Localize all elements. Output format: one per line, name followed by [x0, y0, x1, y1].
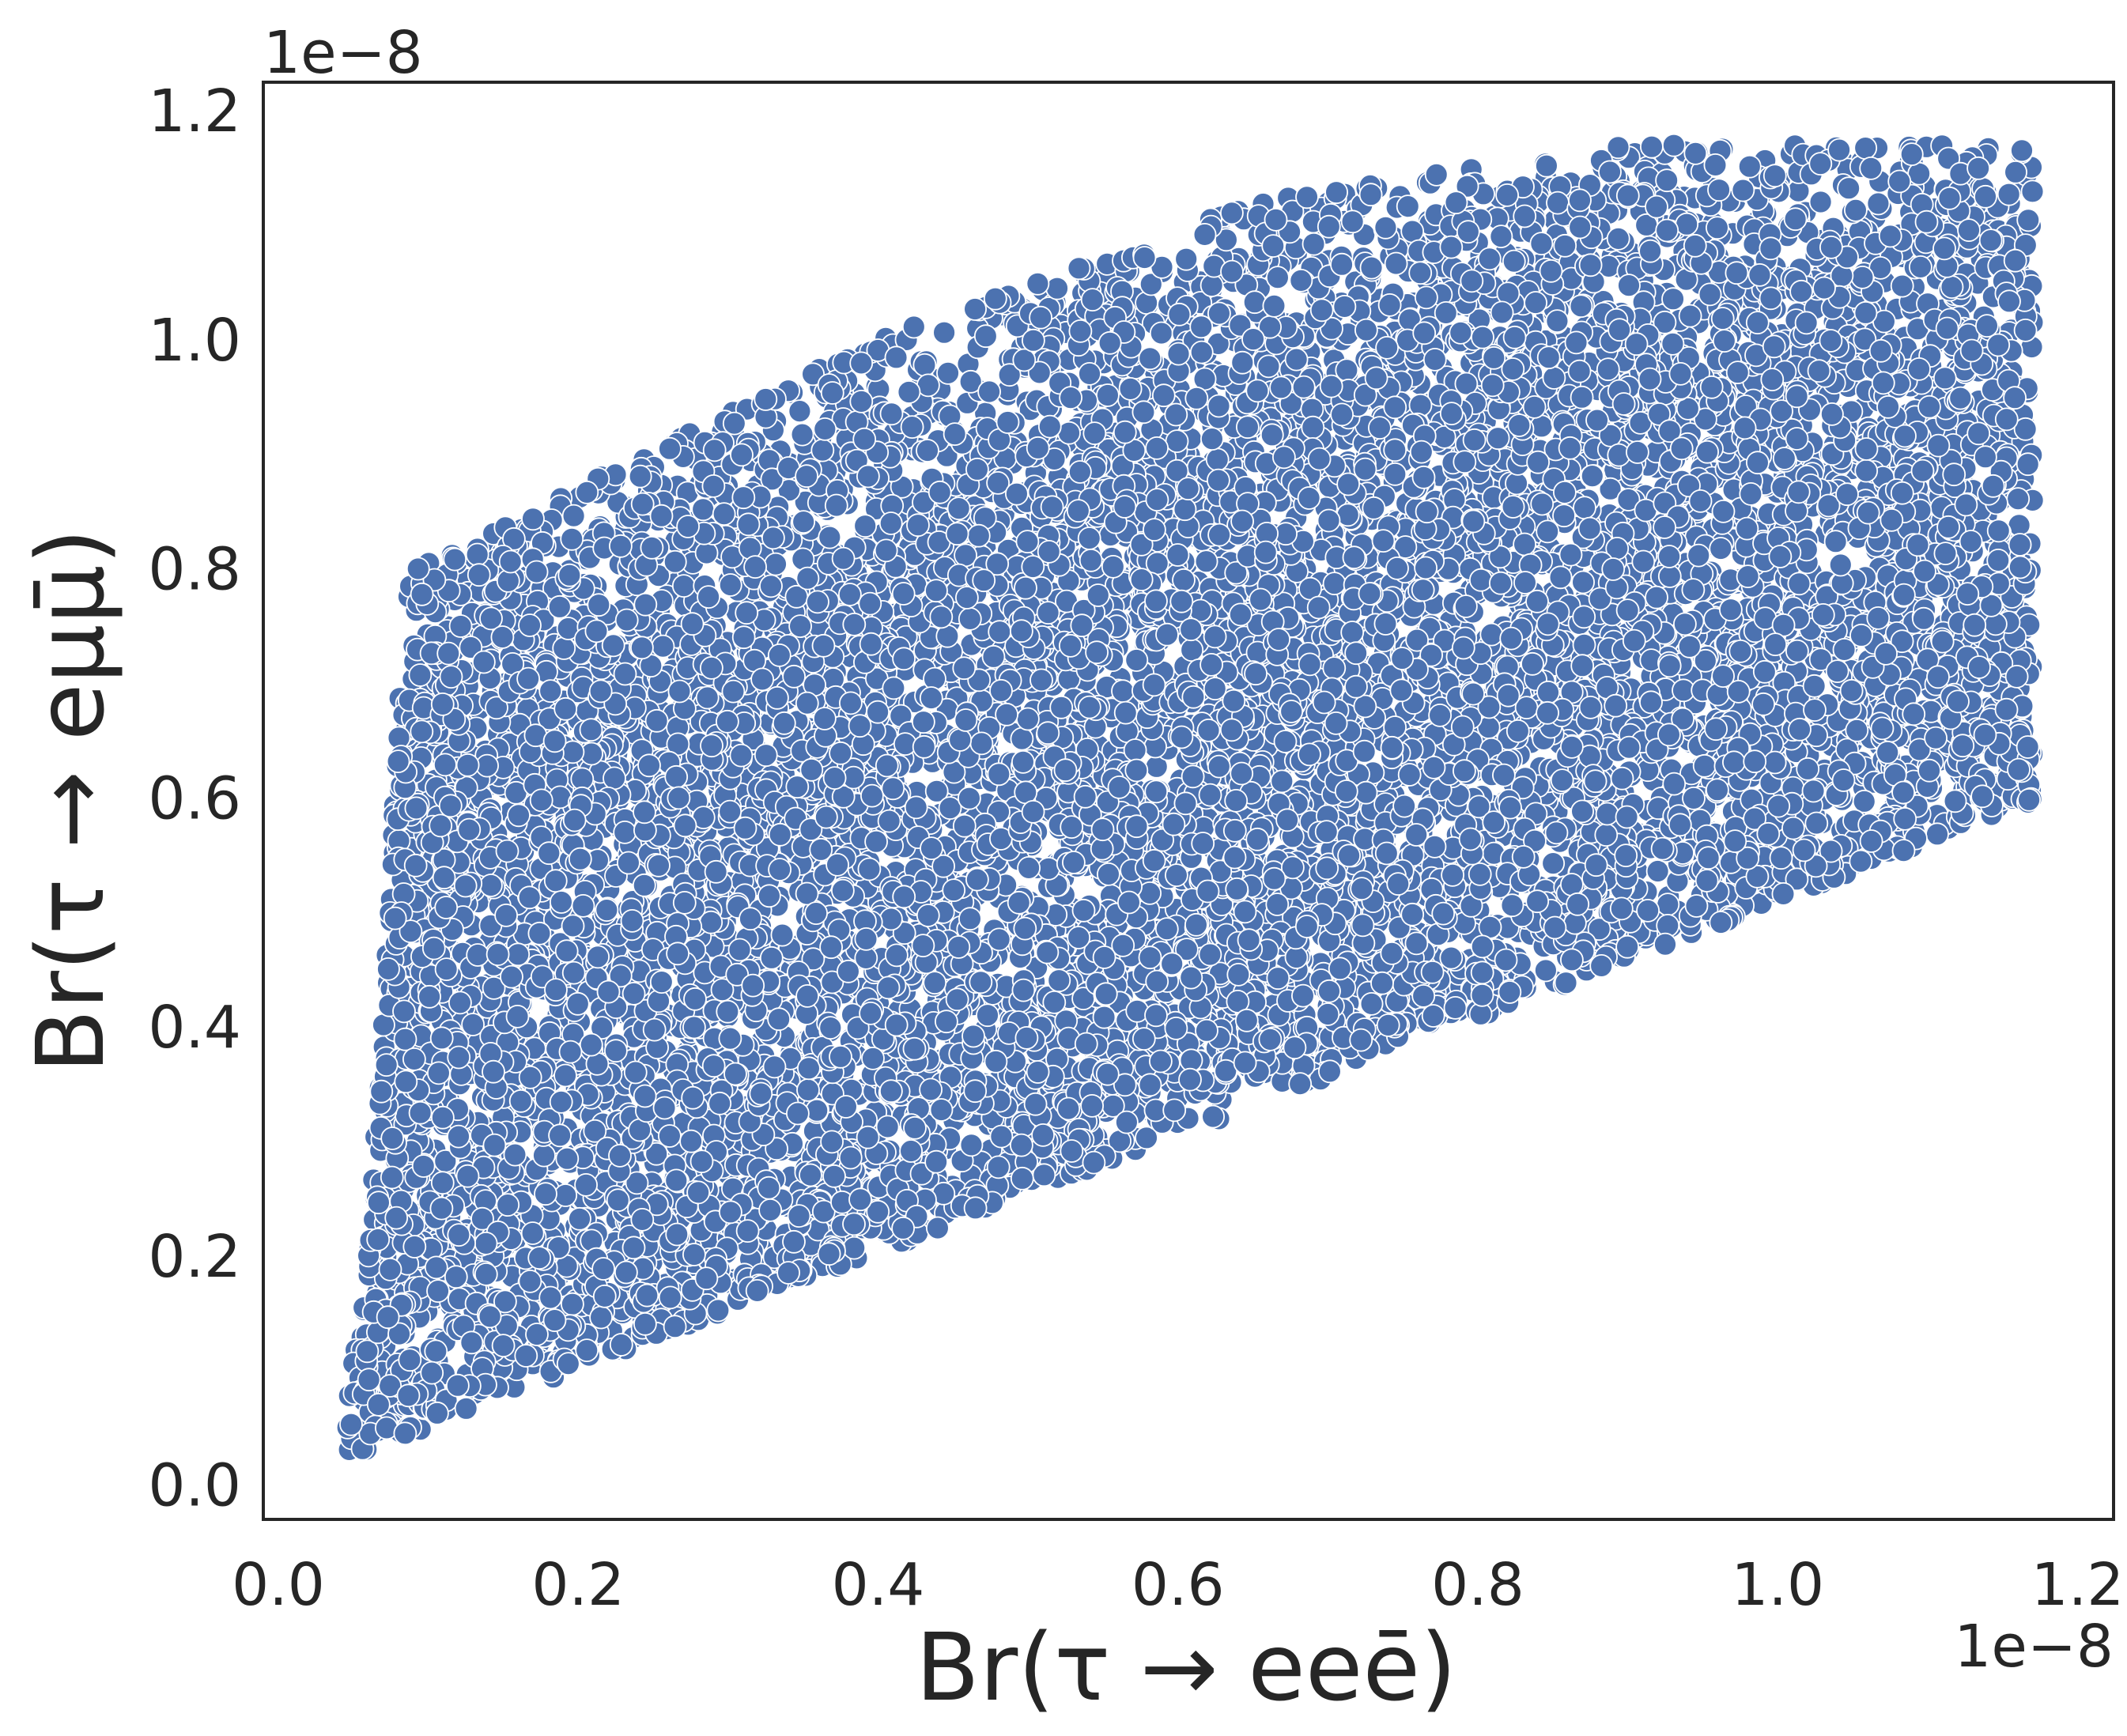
scatter-points [335, 133, 2045, 1462]
scatter-point [788, 399, 812, 423]
scatter-point [1925, 822, 1949, 847]
scatter-point [1149, 321, 1173, 345]
scatter-point [1534, 958, 1558, 983]
plot-area [335, 133, 2045, 1462]
scatter-point [1535, 153, 1558, 178]
